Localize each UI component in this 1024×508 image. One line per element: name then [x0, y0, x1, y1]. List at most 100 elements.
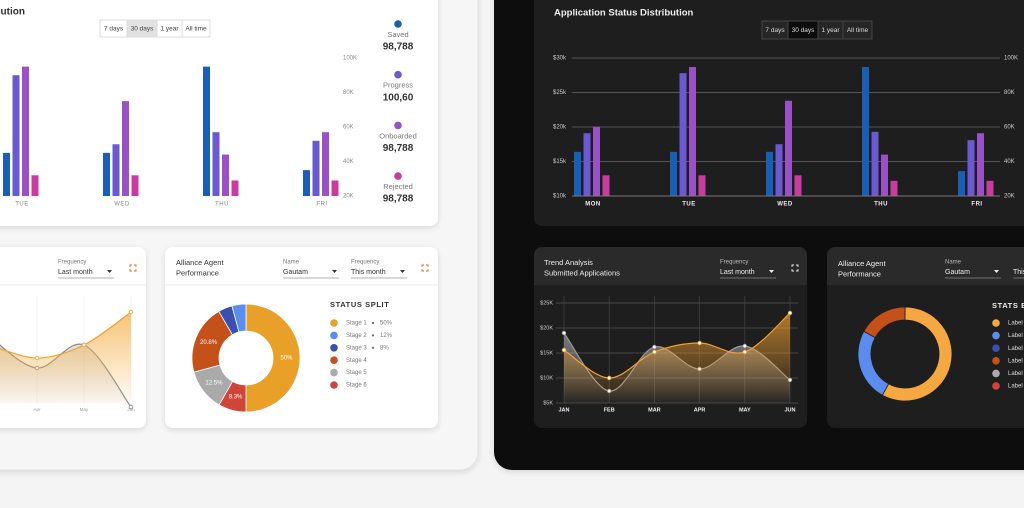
tab-label[interactable]: All time: [185, 26, 207, 33]
legend-swatch: [992, 319, 1000, 327]
tab-label[interactable]: 1 year: [160, 26, 179, 33]
tab[interactable]: [842, 20, 873, 40]
point: [652, 349, 657, 355]
x-tick-label: JAN: [558, 407, 569, 413]
x-tick-label: MON: [585, 202, 601, 208]
dropdown-value[interactable]: Gautam: [283, 269, 308, 276]
legend-label: Label: [1008, 321, 1023, 327]
bar: [131, 175, 139, 196]
bar: [890, 180, 898, 196]
bar: [212, 132, 220, 196]
dropdown-value[interactable]: Last month: [720, 269, 755, 276]
x-tick-label: Apr: [33, 407, 41, 412]
dropdown-value[interactable]: Gautam: [945, 269, 970, 276]
bar: [986, 180, 994, 196]
point: [697, 340, 702, 346]
bar: [698, 175, 706, 196]
tab-label[interactable]: All time: [847, 27, 869, 34]
legend-swatch: [394, 172, 402, 180]
y-tick-label: 60K: [1004, 125, 1015, 131]
x-tick-label: THU: [215, 202, 229, 208]
x-tick-label: APR: [694, 407, 706, 413]
y-tick-label: 60K: [343, 125, 354, 131]
x-tick-label: WED: [777, 202, 793, 208]
tab[interactable]: [181, 19, 211, 38]
card: [534, 0, 1024, 226]
tab-label[interactable]: 7 days: [104, 26, 124, 33]
expand-icon[interactable]: [129, 264, 137, 272]
card-header: [827, 247, 1024, 285]
y-tick-label: 40K: [1004, 159, 1015, 165]
tab-label[interactable]: 7 days: [765, 27, 785, 34]
legend-label: Label: [1008, 371, 1023, 377]
legend-swatch: [992, 382, 1000, 390]
dropdown-caret[interactable]: [107, 270, 112, 273]
bar: [203, 66, 210, 196]
legend-bullet: [371, 334, 375, 337]
bar: [977, 133, 984, 196]
area: [0, 312, 131, 403]
point: [652, 344, 657, 350]
legend-swatch: [992, 369, 1000, 378]
legend-bullet: [371, 321, 375, 325]
y-tick-label: 40K: [343, 159, 354, 165]
legend-share: 50%: [380, 321, 393, 327]
bar: [112, 144, 120, 196]
legend-label: Stage 6: [346, 383, 367, 389]
dropdown-value[interactable]: This month: [1013, 269, 1024, 276]
bar: [22, 66, 29, 196]
legend-label: Stage 3: [346, 345, 367, 351]
bar: [331, 180, 339, 196]
bar: [689, 66, 696, 196]
point: [607, 375, 612, 381]
bar: [775, 144, 783, 196]
dropdown-caret[interactable]: [332, 270, 337, 273]
point: [561, 330, 567, 336]
x-tick-label: MAR: [648, 407, 661, 413]
legend-label: Label: [1008, 346, 1023, 352]
legend-title: STATS BREAKDOWN: [992, 301, 1024, 310]
dropdown-caret[interactable]: [769, 270, 774, 273]
tab-label[interactable]: 30 days: [131, 26, 155, 33]
bar: [881, 154, 888, 196]
dropdown-value[interactable]: This month: [351, 269, 386, 276]
x-tick-label: FRI: [316, 202, 327, 208]
bar: [103, 152, 110, 196]
legend-label: Rejected: [383, 182, 413, 191]
segment-label: 20.8%: [200, 340, 218, 346]
dropdown-label: Frequency: [58, 260, 86, 266]
card-header: [534, 247, 807, 285]
bar: [967, 140, 975, 196]
point: [787, 310, 793, 316]
tab-label[interactable]: 1 year: [821, 27, 840, 34]
dropdown-value[interactable]: Last month: [58, 269, 93, 276]
legend-swatch: [394, 70, 402, 79]
card-title: Application Status Distribution: [554, 8, 694, 19]
card-title: Submitted Applications: [544, 268, 620, 277]
y-tick-label: $25k: [553, 90, 567, 96]
card-title: Alliance Agent: [176, 258, 224, 267]
expand-icon[interactable]: [421, 264, 429, 272]
card-title: Alliance Agent: [838, 259, 886, 268]
bar: [312, 140, 320, 196]
bar: [670, 151, 677, 196]
legend-swatch: [330, 368, 338, 377]
x-tick-label: THU: [874, 202, 888, 208]
point: [742, 343, 747, 349]
dropdown-caret[interactable]: [994, 270, 999, 273]
line: [0, 311, 132, 359]
tab-label[interactable]: 30 days: [792, 27, 816, 34]
y-tick-label: $15K: [540, 350, 553, 356]
bar: [583, 133, 591, 196]
point: [34, 355, 40, 361]
dropdown-caret[interactable]: [400, 270, 405, 273]
x-tick-label: TUE: [15, 202, 29, 208]
legend-label: Label: [1008, 384, 1023, 390]
expand-icon[interactable]: [791, 264, 799, 272]
legend-swatch: [330, 344, 338, 352]
y-tick-label: $20k: [553, 125, 567, 131]
bar: [785, 100, 792, 196]
x-tick-label: Jun: [127, 407, 135, 412]
legend-label: Progress: [383, 81, 413, 90]
